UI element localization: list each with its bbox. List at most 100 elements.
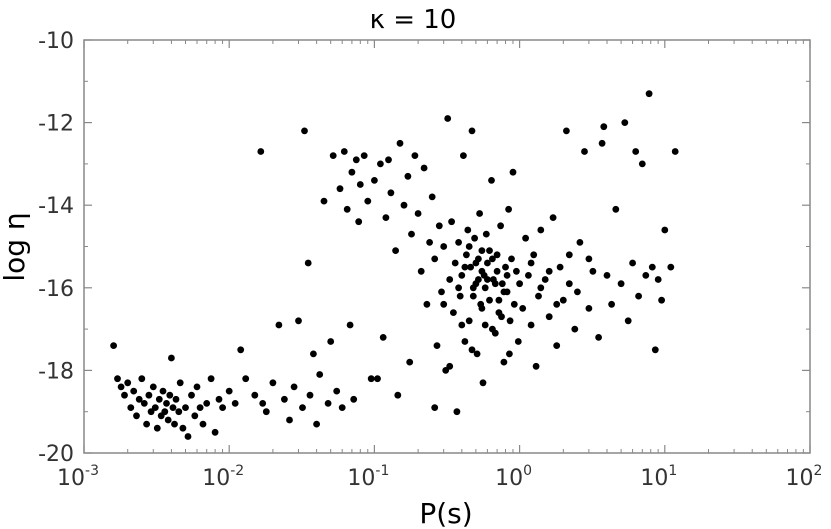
data-point bbox=[196, 404, 204, 411]
data-point bbox=[219, 404, 227, 411]
data-point bbox=[355, 218, 363, 226]
x-tick-label: 10-3 bbox=[57, 463, 99, 491]
data-point bbox=[450, 309, 457, 316]
data-point bbox=[497, 222, 504, 230]
data-point bbox=[155, 395, 163, 403]
data-point bbox=[153, 424, 161, 432]
y-axis-label: log η bbox=[0, 212, 31, 281]
data-point bbox=[231, 400, 239, 407]
data-point bbox=[472, 259, 480, 267]
data-point bbox=[426, 239, 433, 246]
data-point bbox=[417, 267, 425, 275]
data-point bbox=[138, 375, 146, 383]
data-point bbox=[635, 292, 642, 300]
data-point bbox=[465, 317, 473, 325]
data-point bbox=[513, 267, 520, 275]
data-point bbox=[535, 292, 542, 300]
data-point bbox=[658, 296, 665, 304]
data-point bbox=[371, 177, 378, 184]
data-point bbox=[281, 395, 288, 403]
data-point bbox=[500, 288, 508, 296]
data-point bbox=[145, 391, 153, 399]
data-point bbox=[117, 383, 125, 391]
data-point bbox=[420, 164, 428, 172]
data-point bbox=[340, 148, 348, 155]
data-point bbox=[163, 400, 170, 407]
data-point bbox=[503, 272, 511, 279]
data-point bbox=[476, 210, 483, 217]
data-point bbox=[428, 193, 436, 201]
data-point bbox=[532, 362, 540, 370]
data-point bbox=[463, 251, 470, 259]
data-points bbox=[110, 90, 679, 440]
data-point bbox=[440, 243, 448, 250]
data-point bbox=[262, 408, 270, 416]
data-point bbox=[645, 90, 653, 98]
data-point bbox=[301, 127, 308, 135]
data-point bbox=[360, 152, 368, 160]
data-point bbox=[484, 276, 491, 283]
data-point bbox=[455, 239, 462, 246]
data-point bbox=[549, 214, 557, 222]
y-tick-label: -16 bbox=[38, 277, 74, 302]
data-point bbox=[475, 276, 482, 283]
data-point bbox=[553, 300, 561, 308]
x-tick-label: 10-1 bbox=[347, 463, 389, 491]
data-point bbox=[414, 210, 422, 217]
data-point bbox=[211, 428, 219, 436]
data-point bbox=[506, 317, 514, 325]
data-point bbox=[306, 391, 314, 399]
data-point bbox=[571, 325, 579, 333]
y-tick-label: -10 bbox=[38, 29, 74, 54]
data-point bbox=[471, 234, 478, 242]
data-point bbox=[481, 284, 489, 292]
data-point bbox=[166, 391, 174, 399]
data-point bbox=[275, 321, 283, 329]
data-point bbox=[612, 205, 620, 213]
data-point bbox=[482, 230, 490, 238]
data-point bbox=[175, 408, 183, 416]
data-point bbox=[563, 127, 570, 135]
y-tick-label: -20 bbox=[38, 442, 74, 467]
data-point bbox=[541, 276, 549, 283]
data-point bbox=[327, 338, 335, 345]
data-point bbox=[147, 408, 155, 416]
data-point bbox=[299, 404, 306, 411]
axis-ticks bbox=[83, 39, 811, 454]
data-point bbox=[168, 354, 175, 362]
data-point bbox=[461, 263, 469, 271]
data-point bbox=[527, 259, 535, 267]
data-point bbox=[408, 230, 415, 238]
data-point bbox=[451, 259, 459, 267]
data-point bbox=[438, 288, 445, 296]
data-point bbox=[400, 201, 408, 209]
data-point bbox=[469, 292, 477, 300]
data-point bbox=[621, 119, 629, 126]
data-point bbox=[519, 305, 527, 312]
x-tick-label: 101 bbox=[640, 463, 677, 491]
y-tick-label: -12 bbox=[38, 112, 74, 137]
data-point bbox=[350, 395, 358, 403]
data-point bbox=[495, 296, 503, 304]
data-point bbox=[603, 272, 611, 279]
data-point bbox=[286, 416, 293, 424]
data-point bbox=[651, 346, 659, 354]
data-point bbox=[498, 313, 505, 321]
data-point bbox=[259, 400, 267, 407]
data-point bbox=[461, 338, 469, 345]
data-point bbox=[121, 391, 128, 399]
data-point bbox=[127, 404, 135, 411]
data-point bbox=[440, 300, 448, 308]
y-axis-label-group: log η bbox=[0, 212, 31, 281]
data-point bbox=[215, 395, 223, 403]
data-point bbox=[316, 371, 324, 378]
data-point bbox=[114, 375, 121, 383]
data-point bbox=[161, 408, 169, 416]
data-point bbox=[191, 412, 199, 420]
data-point bbox=[565, 280, 573, 288]
data-point bbox=[514, 338, 522, 345]
x-axis-label: P(s) bbox=[419, 497, 472, 529]
data-point bbox=[169, 404, 177, 411]
data-point bbox=[176, 379, 184, 387]
data-point bbox=[446, 276, 454, 283]
